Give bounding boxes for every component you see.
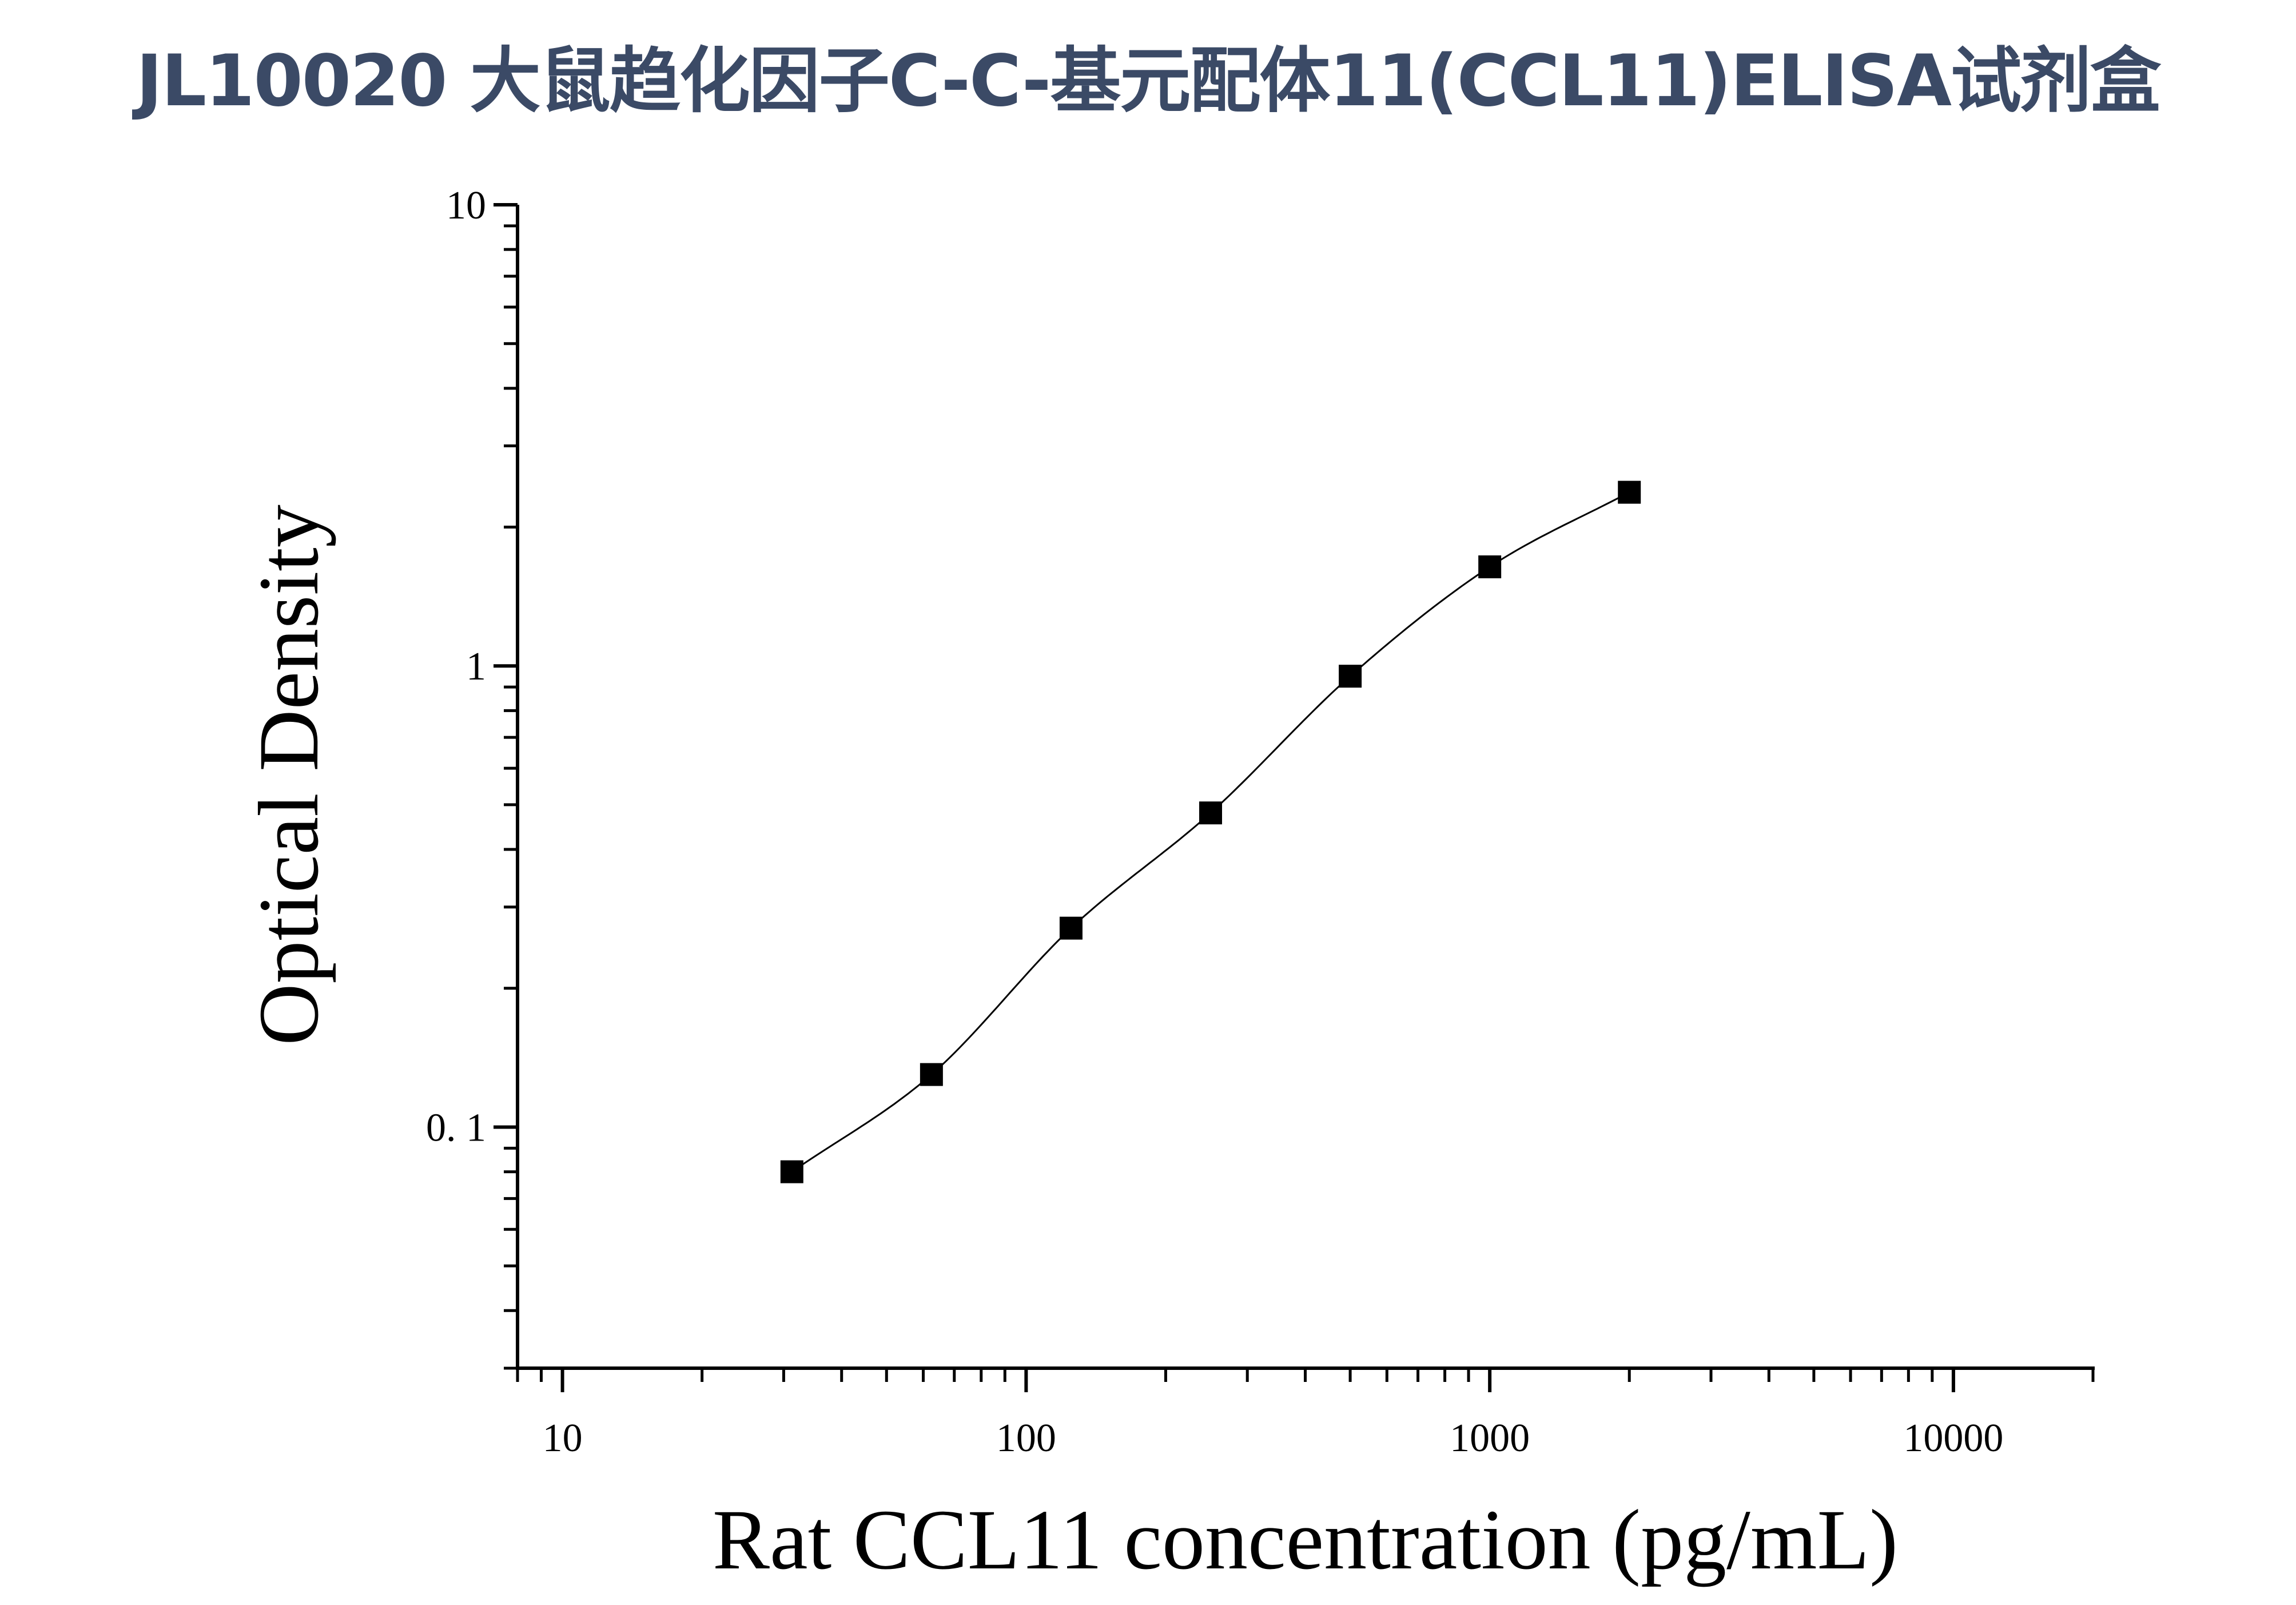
- x-minor-ticks: [516, 1368, 2095, 1382]
- y-tick-label: 10: [446, 184, 486, 228]
- data-point: [1618, 480, 1641, 504]
- y-tick-labels: 0. 1 1 10: [426, 184, 486, 1150]
- y-tick-label: 0. 1: [426, 1106, 486, 1150]
- data-point: [1059, 916, 1083, 940]
- y-major-ticks: [494, 203, 518, 1129]
- data-points: [780, 480, 1641, 1183]
- x-tick-label: 10: [543, 1416, 583, 1460]
- x-major-ticks: [560, 1368, 1955, 1392]
- y-axis-title: Optical Density: [241, 504, 336, 1046]
- data-point: [920, 1063, 943, 1086]
- y-minor-ticks: [504, 224, 518, 1370]
- data-point: [780, 1160, 803, 1183]
- x-tick-label: 100: [996, 1416, 1056, 1460]
- x-tick-label: 10000: [1903, 1416, 2003, 1460]
- x-axis-title: Rat CCL11 concentration (pg/mL): [713, 1492, 1898, 1587]
- x-tick-labels: 10 100 1000 10000: [543, 1416, 2004, 1460]
- x-tick-label: 1000: [1450, 1416, 1530, 1460]
- fit-curve: [791, 491, 1630, 1173]
- data-point: [1199, 801, 1223, 825]
- y-tick-label: 1: [466, 645, 486, 689]
- data-point: [1478, 555, 1502, 579]
- data-point: [1339, 665, 1362, 688]
- page-title: JL10020 大鼠趋化因子C-C-基元配体11(CCL11)ELISA试剂盒: [136, 40, 2161, 122]
